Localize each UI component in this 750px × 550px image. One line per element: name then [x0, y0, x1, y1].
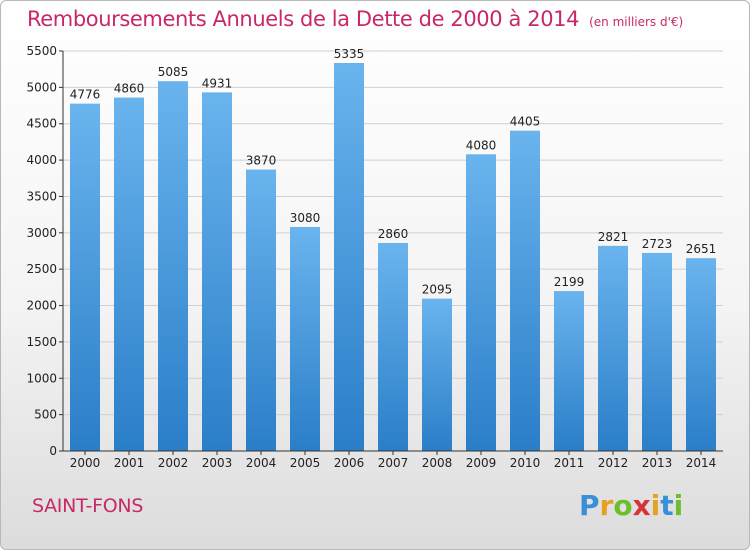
bar-value-label: 4931	[202, 76, 233, 90]
x-tick-label: 2012	[598, 456, 629, 470]
chart-title: Remboursements Annuels de la Dette de 20…	[27, 7, 683, 31]
x-tick-label: 2001	[114, 456, 145, 470]
bar	[290, 227, 320, 451]
logo-letter: i	[650, 489, 661, 522]
x-tick-label: 2007	[378, 456, 409, 470]
y-tick-label: 2000	[26, 299, 57, 313]
bar	[114, 97, 144, 451]
y-tick-label: 1000	[26, 371, 57, 385]
y-tick-label: 5500	[26, 44, 57, 58]
y-tick-label: 5000	[26, 80, 57, 94]
bar	[70, 103, 100, 452]
bar-value-label: 2723	[642, 237, 673, 251]
bar	[642, 252, 672, 451]
bar	[686, 258, 716, 451]
bar	[158, 81, 188, 451]
logo-letter: x	[632, 489, 651, 522]
x-tick-label: 2005	[290, 456, 321, 470]
bar-value-label: 2199	[554, 275, 585, 289]
bar-value-label: 4080	[466, 138, 497, 152]
bar-value-label: 2860	[378, 227, 409, 241]
bar	[510, 130, 540, 452]
bar	[334, 63, 364, 451]
x-tick-label: 2009	[466, 456, 497, 470]
x-tick-label: 2010	[510, 456, 541, 470]
bar-value-label: 3080	[290, 211, 321, 225]
logo-letter: i	[673, 489, 684, 522]
bar-value-label: 2095	[422, 283, 453, 297]
x-tick-label: 2004	[246, 456, 277, 470]
bar	[598, 245, 628, 451]
logo-letter: t	[660, 489, 674, 522]
x-tick-label: 2008	[422, 456, 453, 470]
x-tick-label: 2003	[202, 456, 233, 470]
bar-value-label: 3870	[246, 154, 277, 168]
bar-value-label: 5085	[158, 65, 189, 79]
bar-value-label: 4776	[70, 88, 101, 102]
x-tick-label: 2014	[686, 456, 717, 470]
bar	[202, 92, 232, 451]
x-tick-label: 2013	[642, 456, 673, 470]
y-tick-label: 3500	[26, 189, 57, 203]
x-tick-label: 2002	[158, 456, 189, 470]
logo-letter: P	[579, 489, 600, 522]
y-tick-label: 4000	[26, 153, 57, 167]
x-tick-label: 2006	[334, 456, 365, 470]
proxiti-logo: Proxiti	[579, 489, 683, 522]
x-tick-label: 2000	[70, 456, 101, 470]
y-tick-label: 1500	[26, 335, 57, 349]
y-tick-label: 2500	[26, 262, 57, 276]
bar	[246, 169, 276, 451]
logo-letter: o	[613, 489, 633, 522]
bar-value-label: 4405	[510, 115, 541, 129]
bar	[554, 291, 584, 451]
chart-subtitle: (en milliers d'€)	[589, 15, 684, 29]
bar-value-label: 4860	[114, 82, 145, 96]
logo-letter: r	[599, 489, 614, 522]
bars: 4776 4860 5085 4931 3870 3080 5335 2860 2095 4080…	[70, 47, 717, 452]
bar-value-label: 5335	[334, 47, 365, 61]
bar-value-label: 2821	[598, 230, 629, 244]
bar-value-label: 2651	[686, 242, 717, 256]
bar	[378, 243, 408, 451]
chart-title-text: Remboursements Annuels de la Dette de 20…	[27, 7, 580, 31]
y-tick-label: 0	[49, 444, 57, 458]
axes: 0 500 1000 1500 2000 2500 3000 3500 4000 4500 5000…	[26, 44, 723, 470]
y-tick-label: 500	[34, 408, 57, 422]
y-tick-label: 3000	[26, 226, 57, 240]
y-tick-label: 4500	[26, 117, 57, 131]
bar	[422, 298, 452, 451]
x-tick-label: 2011	[554, 456, 585, 470]
bar	[466, 154, 496, 452]
commune-name: SAINT-FONS	[32, 495, 144, 517]
